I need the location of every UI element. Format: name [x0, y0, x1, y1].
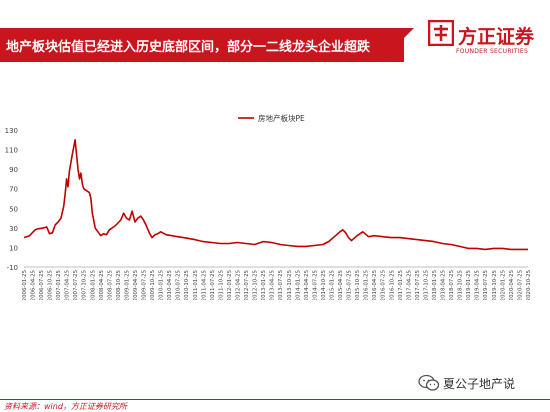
x-tick-label: 2017-01-25 [398, 270, 404, 300]
x-tick-label: 2019-04-25 [475, 270, 481, 300]
y-tick-label: 50 [9, 205, 18, 213]
x-tick-label: 2015-10-25 [355, 270, 361, 300]
x-tick-label: 2020-10-25 [526, 270, 532, 300]
founder-securities-logo: 方正证券 FOUNDER SECURITIES [428, 18, 546, 64]
y-tick-label: 70 [9, 186, 18, 194]
x-tick-label: 2018-07-25 [449, 270, 455, 300]
x-tick-label: 2007-10-25 [82, 270, 88, 300]
y-tick-label: 130 [5, 127, 18, 135]
legend-label: 房地产板块PE [258, 113, 305, 123]
y-tick-label: 30 [9, 225, 18, 233]
x-tick-label: 2011-04-25 [201, 270, 207, 300]
x-tick-label: 2007-07-25 [73, 270, 79, 300]
series-line [23, 138, 528, 251]
x-tick-label: 2018-04-25 [440, 270, 446, 300]
x-tick-label: 2009-04-25 [133, 270, 139, 300]
x-tick-label: 2008-01-25 [90, 270, 96, 300]
x-tick-label: 2010-04-25 [167, 270, 173, 300]
x-tick-label: 2011-10-25 [218, 270, 224, 300]
x-tick-label: 2017-04-25 [406, 270, 412, 300]
x-tick-label: 2010-10-25 [184, 270, 190, 300]
x-tick-label: 2006-01-25 [22, 270, 28, 300]
x-tick-label: 2020-04-25 [509, 270, 515, 300]
wechat-account-name: 夏公子地产说 [443, 377, 516, 391]
x-tick-label: 2012-04-25 [236, 270, 242, 300]
x-tick-label: 2018-01-25 [432, 270, 438, 300]
y-tick-label: 110 [5, 147, 18, 155]
x-tick-label: 2008-04-25 [99, 270, 105, 300]
x-tick-label: 2016-10-25 [389, 270, 395, 300]
x-tick-label: 2019-01-25 [466, 270, 472, 300]
source-note: 资料来源：wind，方正证券研究所 [4, 402, 127, 411]
x-tick-label: 2013-07-25 [278, 270, 284, 300]
x-tick-label: 2016-04-25 [372, 270, 378, 300]
x-tick-label: 2015-07-25 [346, 270, 352, 300]
x-tick-label: 2010-07-25 [176, 270, 182, 300]
x-tick-label: 2013-10-25 [287, 270, 293, 300]
page-title: 地产板块估值已经进入历史底部区间，部分一二线龙头企业超跌 [6, 40, 371, 55]
footer-divider [0, 399, 550, 400]
x-tick-label: 2016-07-25 [381, 270, 387, 300]
x-tick-label: 2015-04-25 [338, 270, 344, 300]
x-tick-label: 2020-01-25 [500, 270, 506, 300]
y-tick-label: 90 [9, 166, 18, 174]
x-tick-label: 2006-04-25 [30, 270, 36, 300]
x-tick-label: 2017-10-25 [423, 270, 429, 300]
x-tick-label: 2011-01-25 [193, 270, 199, 300]
x-tick-label: 2007-01-25 [56, 270, 62, 300]
x-tick-label: 2007-04-25 [65, 270, 71, 300]
y-tick-label: -10 [7, 264, 18, 272]
x-tick-label: 2014-10-25 [321, 270, 327, 300]
x-tick-label: 2014-04-25 [304, 270, 310, 300]
x-tick-label: 2012-10-25 [253, 270, 259, 300]
x-tick-label: 2018-10-25 [458, 270, 464, 300]
x-tick-label: 2013-01-25 [261, 270, 267, 300]
x-tick-label: 2015-01-25 [330, 270, 336, 300]
title-banner [0, 28, 404, 62]
x-tick-label: 2008-07-25 [107, 270, 113, 300]
x-tick-label: 2009-10-25 [150, 270, 156, 300]
x-tick-label: 2017-07-25 [415, 270, 421, 300]
founder-logo-icon [428, 20, 454, 46]
x-tick-label: 2006-10-25 [48, 270, 54, 300]
wechat-icon [418, 374, 440, 391]
x-tick-label: 2006-07-25 [39, 270, 45, 300]
x-tick-label: 2012-01-25 [227, 270, 233, 300]
x-tick-label: 2009-01-25 [125, 270, 131, 300]
x-tick-label: 2011-07-25 [210, 270, 216, 300]
x-tick-label: 2013-04-25 [270, 270, 276, 300]
x-tick-label: 2019-07-25 [483, 270, 489, 300]
x-tick-label: 2014-07-25 [312, 270, 318, 300]
x-tick-label: 2012-07-25 [244, 270, 250, 300]
logo-name-en: FOUNDER SECURITIES [456, 48, 529, 55]
x-tick-label: 2008-10-25 [116, 270, 122, 300]
y-tick-label: 10 [9, 244, 18, 252]
x-tick-label: 2019-10-25 [492, 270, 498, 300]
x-tick-label: 2014-01-25 [295, 270, 301, 300]
x-tick-label: 2020-07-25 [517, 270, 523, 300]
logo-name-cn: 方正证券 [458, 26, 535, 48]
x-tick-label: 2016-01-25 [364, 270, 370, 300]
title-banner-tail [380, 28, 414, 62]
x-tick-label: 2009-07-25 [141, 270, 147, 300]
x-tick-label: 2010-01-25 [159, 270, 165, 300]
